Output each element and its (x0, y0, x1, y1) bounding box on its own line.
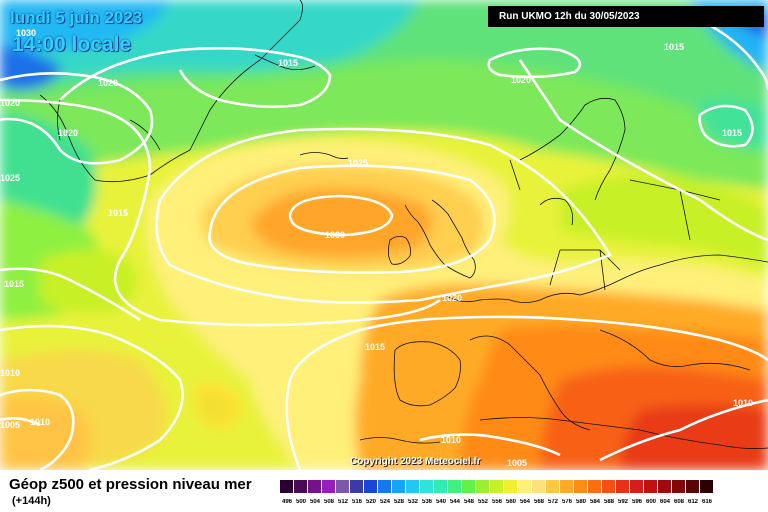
legend-swatch (280, 480, 294, 493)
legend-swatch (308, 480, 322, 493)
legend-swatch (532, 480, 546, 493)
isobar-label: 1020 (98, 78, 118, 88)
legend-tick-label: 516 (351, 499, 362, 505)
isobar-labels: 1030 1030 1025 1025 1020 1020 1020 1020 … (0, 28, 753, 468)
isobar-label: 1015 (664, 42, 684, 52)
legend-swatch (448, 480, 462, 493)
legend-swatch (364, 480, 378, 493)
legend-swatch (546, 480, 560, 493)
legend-tick-label: 536 (421, 499, 432, 505)
forecast-date: lundi 5 juin 2023 (10, 8, 143, 27)
isobar-label: 1010 (0, 368, 20, 378)
legend-tick-label: 608 (673, 499, 684, 505)
legend-swatch (602, 480, 616, 493)
legend-tick-label: 592 (617, 499, 628, 505)
legend-tick-label: 576 (561, 499, 572, 505)
isobar-label: 1020 (511, 75, 531, 85)
legend-tick-label: 528 (393, 499, 404, 505)
isobar-label: 1010 (733, 398, 753, 408)
legend-swatch (490, 480, 504, 493)
legend-tick-label: 596 (631, 499, 642, 505)
legend-swatch (588, 480, 602, 493)
legend-tick-label: 588 (603, 499, 614, 505)
legend-swatch (630, 480, 644, 493)
isobar-label: 1030 (325, 230, 345, 240)
legend-swatch (616, 480, 630, 493)
map-footer: Géop z500 et pression niveau mer (+144h)… (0, 470, 768, 512)
legend-swatch (294, 480, 308, 493)
legend-swatch (658, 480, 672, 493)
legend-swatch (336, 480, 350, 493)
isobar-label: 1020 (442, 293, 462, 303)
legend-swatch (560, 480, 574, 493)
isobar-label: 1010 (30, 417, 50, 427)
isobar-label: 1005 (0, 420, 20, 430)
isobar-label: 1020 (0, 98, 20, 108)
legend-swatch (392, 480, 406, 493)
legend-tick-label: 512 (337, 499, 348, 505)
isobars (0, 13, 768, 470)
geopotential-color-fill (0, 0, 768, 470)
isobar-label: 1020 (58, 128, 78, 138)
isobar-label: 1015 (722, 128, 742, 138)
forecast-time: 14:00 locale (12, 33, 132, 56)
copyright-text: Copyright 2023 Meteociel.fr (350, 456, 481, 467)
legend-swatch (322, 480, 336, 493)
legend-swatch (350, 480, 364, 493)
legend-tick-label: 496 (281, 499, 292, 505)
legend-swatch (406, 480, 420, 493)
legend-swatch (644, 480, 658, 493)
legend-tick-label: 532 (407, 499, 418, 505)
legend-swatch (378, 480, 392, 493)
isobar-label: 1005 (507, 458, 527, 468)
legend-tick-label: 508 (323, 499, 334, 505)
legend-tick-label: 568 (533, 499, 544, 505)
isobar-label: 1015 (278, 58, 298, 68)
legend-swatch (518, 480, 532, 493)
map-title: Géop z500 et pression niveau mer (9, 476, 252, 493)
legend-tick-label: 520 (365, 499, 376, 505)
color-scale-ticks: 496 500 504 508 512 516 520 524 528 532 536 540 544 5… (280, 499, 714, 505)
isobar-label: 1015 (365, 342, 385, 352)
forecast-hour: (+144h) (12, 495, 51, 507)
legend-swatch (574, 480, 588, 493)
legend-tick-label: 560 (505, 499, 516, 505)
legend-tick-label: 552 (477, 499, 488, 505)
isobar-label: 1015 (4, 279, 24, 289)
legend-tick-label: 524 (379, 499, 390, 505)
legend-tick-label: 600 (645, 499, 656, 505)
legend-tick-label: 544 (449, 499, 460, 505)
color-scale-legend (280, 480, 714, 493)
legend-swatch (504, 480, 518, 493)
legend-tick-label: 556 (491, 499, 502, 505)
legend-tick-label: 572 (547, 499, 558, 505)
legend-tick-label: 548 (463, 499, 474, 505)
legend-tick-label: 564 (519, 499, 530, 505)
pressure-map: 1030 1030 1025 1025 1020 1020 1020 1020 … (0, 0, 768, 470)
legend-tick-label: 500 (295, 499, 306, 505)
model-run-label: Run UKMO 12h du 30/05/2023 (488, 6, 764, 27)
legend-tick-label: 504 (309, 499, 320, 505)
coastlines (39, 0, 768, 449)
legend-tick-label: 540 (435, 499, 446, 505)
legend-swatch (672, 480, 686, 493)
legend-tick-label: 604 (659, 499, 670, 505)
legend-swatch (462, 480, 476, 493)
legend-tick-label: 580 (575, 499, 586, 505)
legend-tick-label: 616 (701, 499, 712, 505)
isobar-label: 1030 (16, 28, 36, 38)
isobar-label: 1025 (0, 173, 20, 183)
legend-swatch (476, 480, 490, 493)
isobar-label: 1015 (108, 208, 128, 218)
legend-swatch (420, 480, 434, 493)
legend-swatch (686, 480, 700, 493)
isobar-label: 1025 (348, 158, 368, 168)
legend-swatch (434, 480, 448, 493)
isobar-label: 1010 (441, 435, 461, 445)
legend-tick-label: 584 (589, 499, 600, 505)
legend-swatch (700, 480, 714, 493)
legend-tick-label: 612 (687, 499, 698, 505)
